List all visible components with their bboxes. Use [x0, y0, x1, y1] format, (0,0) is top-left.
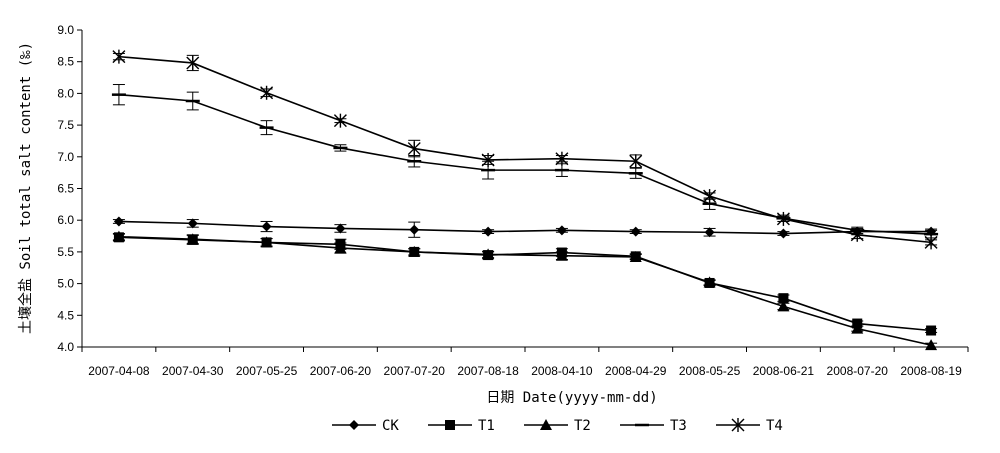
legend-label: T2 — [574, 418, 591, 434]
data-point-ck — [778, 228, 789, 239]
legend-label: CK — [382, 418, 399, 434]
series-layer — [111, 49, 939, 351]
data-point-t2 — [555, 249, 568, 261]
x-tick-label: 2008-04-29 — [605, 364, 667, 378]
series-t4 — [112, 49, 938, 250]
series-line-t3 — [118, 93, 932, 235]
data-point-ck — [630, 226, 641, 237]
data-point-ck — [409, 224, 420, 235]
x-tick-label: 2008-05-25 — [679, 364, 741, 378]
data-point-t2 — [482, 248, 495, 260]
y-tick-label: 4.5 — [57, 308, 74, 322]
data-point-t4 — [112, 49, 126, 64]
series-line-t2 — [118, 235, 932, 346]
data-point-t2 — [925, 339, 938, 351]
data-point-ck — [704, 227, 715, 238]
legend: CK T1 T2 T3 T4 — [332, 418, 783, 434]
data-point-t2 — [260, 236, 273, 248]
legend-label: T3 — [670, 418, 687, 434]
y-tick-label: 5.0 — [57, 277, 74, 291]
data-point-t4 — [924, 235, 938, 250]
x-tick-label: 2007-08-18 — [457, 364, 519, 378]
data-point-t2 — [408, 245, 421, 257]
legend-label: T4 — [766, 418, 783, 434]
legend-item-t3: T3 — [620, 418, 687, 434]
data-point-t4 — [260, 85, 274, 100]
data-point-t4 — [629, 154, 643, 169]
legend-item-ck: CK — [332, 418, 399, 434]
x-axis-title: 日期 Date(yyyy-mm-dd) — [486, 390, 657, 406]
series-t3 — [111, 84, 939, 239]
legend-marker-ck — [349, 420, 359, 430]
series-t1 — [112, 232, 938, 336]
x-tick-label: 2007-05-25 — [236, 364, 298, 378]
data-point-t4 — [186, 55, 200, 70]
data-point-t4 — [776, 211, 790, 226]
data-point-ck — [261, 221, 272, 232]
data-point-ck — [187, 218, 198, 229]
data-point-t1 — [778, 293, 789, 304]
series-ck — [112, 216, 938, 239]
y-tick-label: 7.0 — [57, 150, 74, 164]
data-point-ck — [483, 226, 494, 237]
chart-axes — [81, 30, 968, 348]
data-point-t2 — [629, 250, 642, 262]
legend-item-t1: T1 — [428, 418, 495, 434]
series-line-t1 — [118, 236, 932, 332]
series-t2 — [112, 230, 938, 351]
x-axis-ticks: 2007-04-08 2007-04-30 2007-05-25 2007-06-20… — [81, 347, 969, 378]
data-point-ck — [335, 223, 346, 234]
data-point-t2 — [334, 242, 347, 254]
x-tick-label: 2008-04-10 — [531, 364, 593, 378]
y-tick-label: 6.5 — [57, 182, 74, 196]
y-tick-label: 9.0 — [57, 23, 74, 37]
legend-marker-t2 — [540, 419, 552, 430]
data-point-t2 — [703, 276, 716, 288]
y-tick-label: 5.5 — [57, 245, 74, 259]
data-point-t4 — [703, 189, 717, 204]
x-tick-label: 2008-06-21 — [753, 364, 815, 378]
y-axis-title: 土壤全盐 Soil total salt content (‰) — [17, 42, 34, 334]
data-point-ck — [113, 216, 124, 227]
data-point-t2 — [186, 233, 199, 245]
legend-item-t4: T4 — [716, 418, 783, 434]
data-point-t4 — [555, 151, 569, 166]
x-tick-label: 2007-06-20 — [310, 364, 372, 378]
x-tick-label: 2007-04-08 — [88, 364, 150, 378]
x-tick-label: 2007-04-30 — [162, 364, 224, 378]
series-line-ck — [118, 220, 932, 235]
x-tick-label: 2008-07-20 — [827, 364, 889, 378]
legend-marker-t1 — [445, 420, 455, 430]
data-point-t4 — [481, 152, 495, 167]
series-line-t4 — [118, 55, 932, 244]
y-tick-label: 7.5 — [57, 118, 74, 132]
data-point-t2 — [777, 300, 790, 312]
data-point-t4 — [407, 141, 421, 156]
y-tick-label: 4.0 — [57, 340, 74, 354]
data-point-t2 — [851, 322, 864, 334]
data-point-t1 — [926, 325, 937, 336]
y-tick-label: 6.0 — [57, 213, 74, 227]
legend-item-t2: T2 — [524, 418, 591, 434]
data-point-t4 — [850, 227, 864, 242]
y-tick-label: 8.5 — [57, 55, 74, 69]
y-tick-label: 8.0 — [57, 86, 74, 100]
data-point-t4 — [333, 113, 347, 128]
x-tick-label: 2007-07-20 — [384, 364, 446, 378]
legend-label: T1 — [478, 418, 495, 434]
y-axis-ticks: 4.0 4.5 5.0 5.5 6.0 6.5 7.0 7.5 8.0 8.5 9.0 — [57, 23, 82, 354]
legend-marker-t4 — [731, 418, 745, 432]
x-tick-label: 2008-08-19 — [900, 364, 962, 378]
data-point-t2 — [112, 230, 125, 242]
data-point-ck — [556, 225, 567, 236]
